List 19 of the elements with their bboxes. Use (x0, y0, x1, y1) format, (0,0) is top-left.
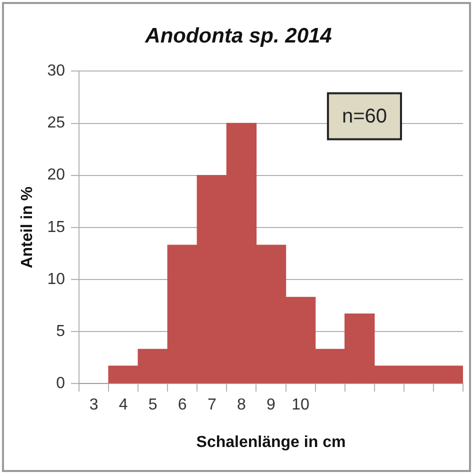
y-tick-label: 5 (56, 322, 66, 340)
y-tick-label: 30 (47, 62, 66, 80)
y-tick-label: 25 (47, 114, 66, 132)
x-tick-label: 6 (178, 396, 187, 414)
chart-title: Anodonta sp. 2014 (144, 24, 332, 48)
y-tick-label: 20 (47, 166, 66, 184)
y-tick-label: 0 (56, 375, 66, 392)
x-tick-label: 8 (237, 396, 246, 414)
x-tick-label: 5 (148, 396, 158, 414)
x-tick-label: 4 (118, 396, 128, 414)
annotation: n=60 (342, 106, 388, 128)
x-tick-label: 3 (89, 396, 98, 414)
x-tick-label: 7 (207, 396, 216, 414)
x-tick-label: 10 (292, 396, 310, 414)
y-axis-title: Anteil in % (19, 186, 36, 268)
y-tick-label: 15 (47, 218, 66, 236)
x-axis-title: Schalenlänge in cm (196, 434, 346, 451)
x-tick-label: 9 (266, 396, 276, 414)
y-tick-label: 10 (47, 270, 66, 288)
